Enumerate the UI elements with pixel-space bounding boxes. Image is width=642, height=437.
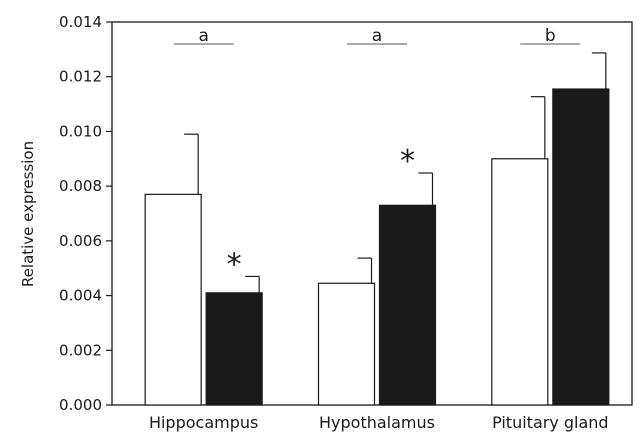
y-tick-label: 0.010 bbox=[59, 122, 102, 140]
filled-bar-1 bbox=[378, 204, 437, 406]
x-category-label: Hippocampus bbox=[149, 413, 258, 432]
y-tick-label: 0.002 bbox=[59, 341, 102, 359]
filled-bar-0 bbox=[205, 292, 263, 406]
significance-marks: ** bbox=[227, 144, 415, 282]
y-axis-label: Relative expression bbox=[19, 141, 37, 287]
open-bar-1 bbox=[317, 282, 376, 406]
x-axis-labels: Hippocampus Hypothalamus Pituitary gland bbox=[149, 413, 609, 432]
y-tick-label: 0.004 bbox=[59, 287, 102, 305]
significance-star: * bbox=[400, 144, 415, 179]
significance-star: * bbox=[227, 247, 242, 282]
x-category-label: Hypothalamus bbox=[319, 413, 435, 432]
y-tick-label: 0.006 bbox=[59, 232, 102, 250]
y-tick-label: 0.012 bbox=[59, 68, 102, 86]
open-bar-2 bbox=[491, 158, 549, 406]
x-category-label: Pituitary gland bbox=[492, 413, 609, 432]
group-letter: a bbox=[372, 26, 382, 46]
y-axis-ticks: 0.000 0.002 0.004 0.006 0.008 0.010 0.012 0.014 bbox=[59, 13, 112, 414]
bars bbox=[144, 88, 610, 406]
error-bars bbox=[184, 52, 607, 293]
open-bar-0 bbox=[144, 193, 202, 406]
group-letter: b bbox=[545, 26, 556, 46]
group-letter: a bbox=[198, 26, 208, 46]
filled-bar-2 bbox=[552, 88, 610, 406]
y-tick-label: 0.008 bbox=[59, 177, 102, 195]
y-tick-label: 0.000 bbox=[59, 396, 102, 414]
y-tick-label: 0.014 bbox=[59, 13, 102, 31]
